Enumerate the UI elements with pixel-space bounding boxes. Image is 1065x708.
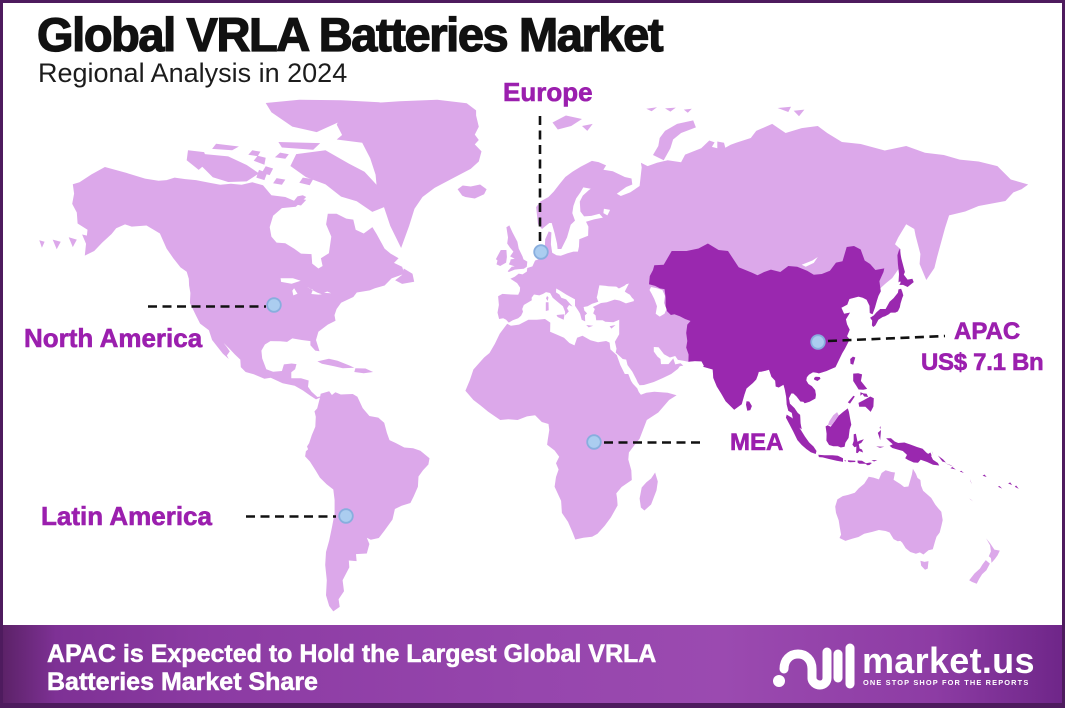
svg-text:market.us: market.us bbox=[862, 640, 1035, 681]
svg-text:ONE STOP SHOP FOR THE REPORTS: ONE STOP SHOP FOR THE REPORTS bbox=[863, 678, 1029, 687]
